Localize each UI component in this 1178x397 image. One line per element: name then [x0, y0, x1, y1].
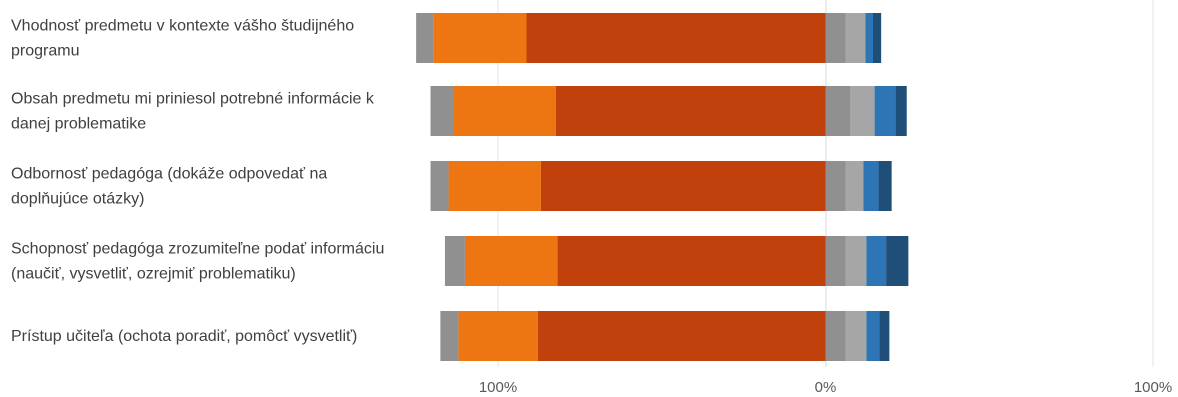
bar-segment: [825, 13, 846, 63]
bar-segment: [866, 236, 887, 286]
bar-segment: [825, 236, 846, 286]
bar-segment: [865, 13, 873, 63]
bars-group: [416, 13, 909, 361]
bar-segment: [878, 161, 892, 211]
bar-segment: [448, 161, 541, 211]
bar-segment: [866, 311, 880, 361]
bar-segment: [453, 86, 556, 136]
bar-segment: [850, 86, 875, 136]
bar-segment: [430, 86, 454, 136]
bar-segment: [416, 13, 434, 63]
x-tick-label: 100%: [479, 379, 517, 396]
bar-segment: [555, 86, 826, 136]
category-label: Odbornosť pedagóga (dokáže odpovedať na: [11, 166, 327, 183]
category-label: programu: [11, 43, 79, 60]
category-label: doplňujúce otázky): [11, 191, 144, 208]
x-tick-label: 100%: [1134, 379, 1172, 396]
bar-segment: [557, 236, 826, 286]
category-label: Obsah predmetu mi priniesol potrebné inf…: [11, 91, 375, 108]
bar-segment: [440, 311, 459, 361]
category-label: Prístup učiteľa (ochota poradiť, pomôcť …: [11, 328, 357, 345]
bar-segment: [863, 161, 879, 211]
category-label: danej problematike: [11, 116, 146, 133]
bar-segment: [444, 236, 465, 286]
bar-segment: [879, 311, 890, 361]
bar-segment: [845, 13, 866, 63]
category-label: (naučiť, vysvetliť, ozrejmiť problematik…: [11, 266, 296, 283]
bar-segment: [825, 161, 846, 211]
bar-segment: [845, 311, 867, 361]
bar-segment: [433, 13, 527, 63]
bar-segment: [430, 161, 449, 211]
bar-segment: [458, 311, 538, 361]
bar-segment: [895, 86, 907, 136]
bar-segment: [845, 161, 864, 211]
bar-segment: [874, 86, 896, 136]
bar-segment: [825, 311, 846, 361]
bar-segment: [886, 236, 909, 286]
category-label: Schopnosť pedagóga zrozumiteľne podať in…: [11, 241, 384, 258]
bar-segment: [845, 236, 867, 286]
bar-segment: [464, 236, 558, 286]
bar-segment: [526, 13, 826, 63]
category-labels: Vhodnosť predmetu v kontexte vášho študi…: [11, 18, 384, 346]
bar-segment: [872, 13, 882, 63]
bar-segment: [825, 86, 851, 136]
x-tick-labels: 100% 0% 100%: [479, 379, 1172, 396]
bar-segment: [537, 311, 826, 361]
bar-segment: [540, 161, 826, 211]
x-tick-label: 0%: [815, 379, 837, 396]
category-label: Vhodnosť predmetu v kontexte vášho študi…: [11, 18, 354, 35]
